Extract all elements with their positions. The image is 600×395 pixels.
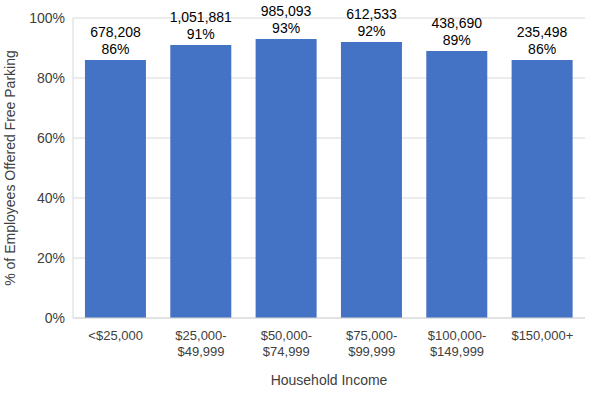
svg-text:40%: 40%	[37, 190, 65, 206]
svg-text:% of Employees Offered Free Pa: % of Employees Offered Free Parking	[8, 50, 18, 286]
svg-text:$100,000-$149,999: $100,000-$149,999	[428, 328, 487, 359]
svg-text:60%: 60%	[37, 130, 65, 146]
svg-text:$50,000-$74,999: $50,000-$74,999	[261, 328, 312, 359]
svg-text:235,49886%: 235,49886%	[517, 24, 568, 57]
svg-text:<$25,000: <$25,000	[88, 328, 143, 343]
svg-text:80%: 80%	[37, 70, 65, 86]
svg-text:100%: 100%	[29, 10, 65, 26]
svg-text:$75,000-$99,999: $75,000-$99,999	[346, 328, 397, 359]
svg-text:$25,000-$49,999: $25,000-$49,999	[175, 328, 226, 359]
svg-text:612,53392%: 612,53392%	[346, 6, 397, 39]
svg-text:20%: 20%	[37, 250, 65, 266]
svg-text:985,09393%: 985,09393%	[261, 3, 312, 36]
svg-text:Household Income: Household Income	[271, 372, 388, 388]
svg-text:$150,000+: $150,000+	[511, 328, 573, 343]
svg-text:438,69089%: 438,69089%	[431, 15, 482, 48]
svg-text:678,20886%: 678,20886%	[90, 24, 141, 57]
svg-text:0%: 0%	[45, 310, 65, 326]
svg-text:1,051,88191%: 1,051,88191%	[170, 9, 232, 42]
